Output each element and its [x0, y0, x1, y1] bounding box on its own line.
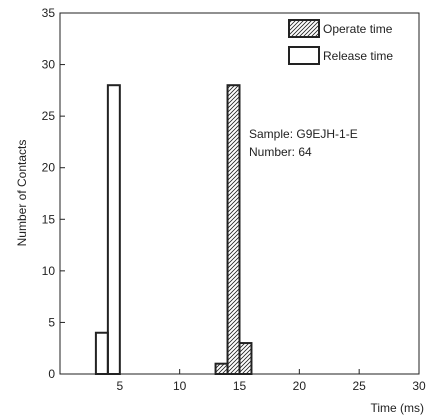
x-tick-label: 20 [293, 379, 307, 393]
legend-label-release: Release time [323, 49, 393, 63]
legend: Operate time Release time [288, 19, 393, 65]
x-tick-label: 10 [173, 379, 187, 393]
histogram-bars [94, 84, 253, 375]
legend-label-operate: Operate time [323, 22, 393, 36]
axis-ticks: 0 5 10 15 20 25 30 35 5 10 15 20 25 30 [42, 6, 426, 393]
x-tick-label: 15 [233, 379, 247, 393]
release-time-bar [94, 331, 109, 375]
x-tick-label: 25 [352, 379, 366, 393]
x-tick-label: 30 [412, 379, 426, 393]
y-tick-label: 0 [48, 367, 55, 381]
x-axis-label: Time (ms) [370, 401, 424, 415]
legend-swatch-operate [288, 19, 320, 38]
release-time-bar [106, 84, 121, 375]
operate-time-bar [214, 362, 229, 375]
operate-time-bar [226, 84, 241, 375]
operate-time-bar [238, 342, 253, 375]
annotation: Sample: G9EJH-1-E Number: 64 [249, 127, 358, 159]
y-tick-label: 5 [48, 315, 55, 329]
x-tick-label: 5 [116, 379, 123, 393]
annotation-sample: Sample: G9EJH-1-E [249, 127, 358, 141]
y-tick-label: 30 [42, 58, 56, 72]
annotation-number: Number: 64 [249, 145, 312, 159]
y-tick-label: 20 [42, 161, 56, 175]
y-tick-label: 25 [42, 109, 56, 123]
y-axis-label: Number of Contacts [15, 140, 29, 247]
y-tick-label: 10 [42, 264, 56, 278]
y-tick-label: 35 [42, 6, 56, 20]
y-tick-label: 15 [42, 212, 56, 226]
legend-swatch-release [288, 46, 320, 65]
